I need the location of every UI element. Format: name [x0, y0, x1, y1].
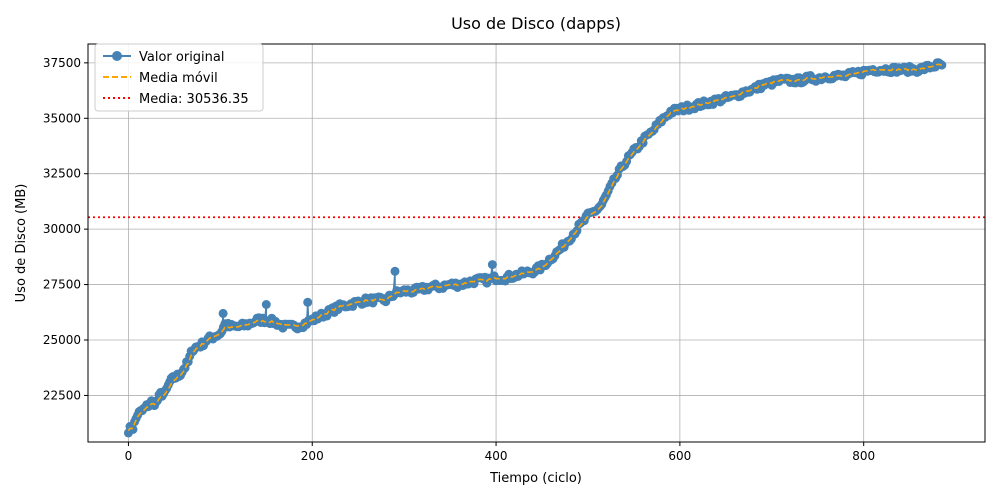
y-tick-label: 22500	[43, 388, 81, 402]
legend-moving-average-label: Media móvil	[139, 71, 218, 86]
series-original-point	[390, 266, 400, 276]
y-tick-label: 25000	[43, 333, 81, 347]
x-tick-label: 0	[125, 449, 133, 463]
series-original-point	[128, 424, 138, 434]
y-tick-label: 37500	[43, 56, 81, 70]
x-tick-label: 800	[852, 449, 875, 463]
y-tick-label: 35000	[43, 111, 81, 125]
x-tick-label: 200	[301, 449, 324, 463]
series-layer	[123, 58, 947, 438]
y-axis-ticks: 22500 25000 27500 30000 32500 35000 37500	[43, 56, 88, 402]
legend-box	[94, 43, 264, 112]
series-original-point	[487, 260, 497, 270]
y-axis-label: Uso de Disco (MB)	[14, 184, 29, 303]
x-tick-label: 600	[668, 449, 691, 463]
legend-original-marker	[112, 51, 122, 61]
plot-frame	[87, 43, 986, 443]
x-axis-label: Tiempo (ciclo)	[489, 471, 582, 486]
legend-original-label: Valor original	[139, 50, 224, 65]
grid-lines	[88, 44, 985, 442]
series-original-point	[303, 297, 313, 307]
chart-title: Uso de Disco (dapps)	[451, 14, 621, 33]
series-original-point	[261, 300, 271, 309]
x-tick-label: 400	[485, 449, 508, 463]
series-moving-average-line	[127, 63, 943, 432]
y-tick-label: 27500	[43, 278, 81, 292]
series-original-point	[218, 308, 228, 318]
y-tick-label: 32500	[43, 167, 81, 181]
x-axis-ticks: 0 200 400 600 800	[125, 442, 875, 463]
y-tick-label: 30000	[43, 222, 81, 236]
legend-mean-label: Media: 30536.35	[139, 92, 249, 107]
legend: Valor original Media móvil Media: 30536.…	[94, 43, 264, 112]
